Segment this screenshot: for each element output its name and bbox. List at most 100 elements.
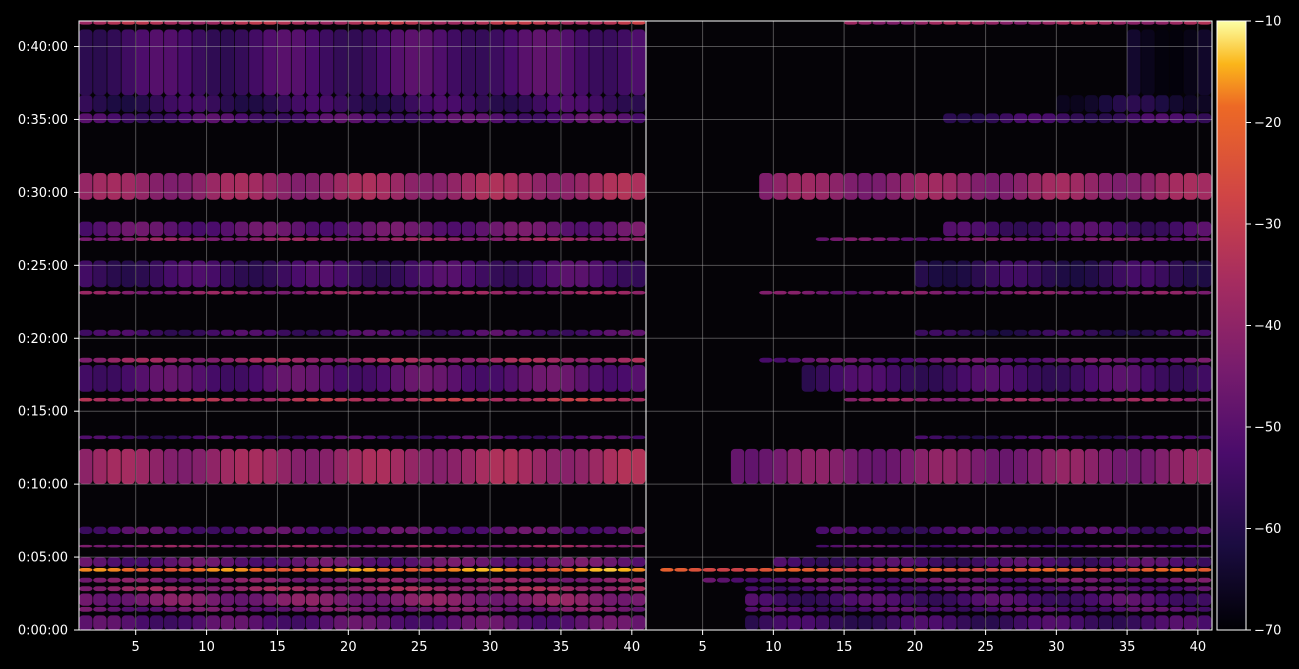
heatmap-cell (886, 357, 900, 363)
heatmap-cell (1197, 95, 1212, 113)
heatmap-cell (305, 606, 320, 612)
heatmap-cell (107, 290, 121, 295)
heatmap-cell (121, 95, 135, 113)
heatmap-cell (560, 606, 575, 612)
x-tick-label: 20 (340, 640, 357, 655)
heatmap-cell (518, 435, 532, 440)
heatmap-cell (376, 365, 391, 392)
heatmap-cell (1028, 615, 1042, 630)
heatmap-cell (1084, 237, 1099, 242)
heatmap-cell (1070, 577, 1084, 583)
heatmap-cell (1013, 365, 1028, 392)
heatmap-cell (164, 568, 178, 572)
heatmap-cell (631, 526, 646, 534)
heatmap-cell (985, 237, 1000, 242)
heatmap-cell (560, 544, 575, 548)
heatmap-cell (490, 172, 504, 200)
heatmap-cell (475, 95, 490, 113)
heatmap-cell (929, 260, 943, 288)
heatmap-cell (858, 586, 872, 592)
heatmap-cell (291, 448, 306, 485)
heatmap-cell (773, 172, 787, 200)
heatmap-cell (1042, 435, 1056, 440)
heatmap-cell (319, 172, 334, 200)
heatmap-cell (617, 365, 632, 392)
heatmap-cell (291, 237, 306, 242)
heatmap-cell (1127, 435, 1141, 440)
heatmap-cell (263, 568, 277, 572)
heatmap-cell (929, 397, 943, 402)
heatmap-cell (914, 615, 929, 630)
heatmap-cell (518, 221, 532, 237)
heatmap-cell (1056, 526, 1070, 534)
heatmap-cell (858, 577, 872, 583)
heatmap-cell (1155, 557, 1169, 567)
heatmap-cell (405, 113, 419, 124)
heatmap-cell (1127, 397, 1141, 402)
heatmap-cell (900, 365, 915, 392)
heatmap-cell (985, 290, 1000, 295)
heatmap-cell (263, 544, 277, 548)
heatmap-cell (461, 29, 476, 96)
heatmap-cell (164, 606, 178, 612)
heatmap-cell (844, 577, 858, 583)
heatmap-cell (263, 329, 277, 336)
heatmap-cell (277, 260, 291, 288)
heatmap-cell (1127, 290, 1141, 295)
heatmap-cell (305, 113, 320, 124)
heatmap-cell (376, 593, 391, 606)
heatmap-cell (1197, 365, 1212, 392)
heatmap-cell (985, 544, 1000, 548)
heatmap-cell (93, 113, 107, 124)
heatmap-cell (914, 526, 929, 534)
heatmap-cell (192, 526, 206, 534)
heatmap-cell (1112, 172, 1127, 200)
heatmap-cell (1070, 568, 1084, 572)
heatmap-cell (999, 21, 1014, 25)
heatmap-cell (957, 365, 971, 392)
heatmap-cell (1098, 365, 1113, 392)
heatmap-cell (461, 357, 476, 363)
heatmap-cell (815, 172, 830, 200)
heatmap-cell (461, 544, 476, 548)
heatmap-cell (178, 615, 192, 630)
heatmap-cell (249, 260, 263, 288)
heatmap-cell (334, 21, 348, 25)
heatmap-cell (1084, 577, 1099, 583)
heatmap-cell (985, 221, 1000, 237)
heatmap-cell (461, 95, 476, 113)
heatmap-cell (277, 113, 291, 124)
heatmap-cell (249, 329, 263, 336)
heatmap-cell (419, 95, 433, 113)
heatmap-cell (220, 221, 235, 237)
heatmap-cell (149, 221, 164, 237)
heatmap-cell (79, 113, 93, 124)
heatmap-cell (433, 593, 447, 606)
heatmap-cell (149, 606, 164, 612)
heatmap-cell (914, 568, 929, 572)
heatmap-cell (149, 172, 164, 200)
heatmap-cell (305, 526, 320, 534)
heatmap-cell (107, 593, 121, 606)
heatmap-cell (390, 21, 405, 25)
heatmap-cell (93, 568, 107, 572)
heatmap-cell (1084, 544, 1099, 548)
heatmap-cell (504, 526, 518, 534)
heatmap-cell (815, 365, 830, 392)
heatmap-cell (518, 606, 532, 612)
heatmap-cell (419, 435, 433, 440)
heatmap-cell (291, 357, 306, 363)
heatmap-cell (263, 221, 277, 237)
heatmap-cell (532, 526, 547, 534)
heatmap-cell (957, 615, 971, 630)
heatmap-cell (1056, 21, 1070, 25)
heatmap-cell (1127, 448, 1141, 485)
heatmap-cell (1056, 221, 1070, 237)
heatmap-cell (1183, 113, 1198, 124)
heatmap-cell (419, 557, 433, 567)
heatmap-cell (192, 577, 206, 583)
heatmap-cell (1127, 29, 1141, 96)
heatmap-cell (1112, 448, 1127, 485)
heatmap-cell (1042, 448, 1056, 485)
heatmap-cell (815, 586, 830, 592)
